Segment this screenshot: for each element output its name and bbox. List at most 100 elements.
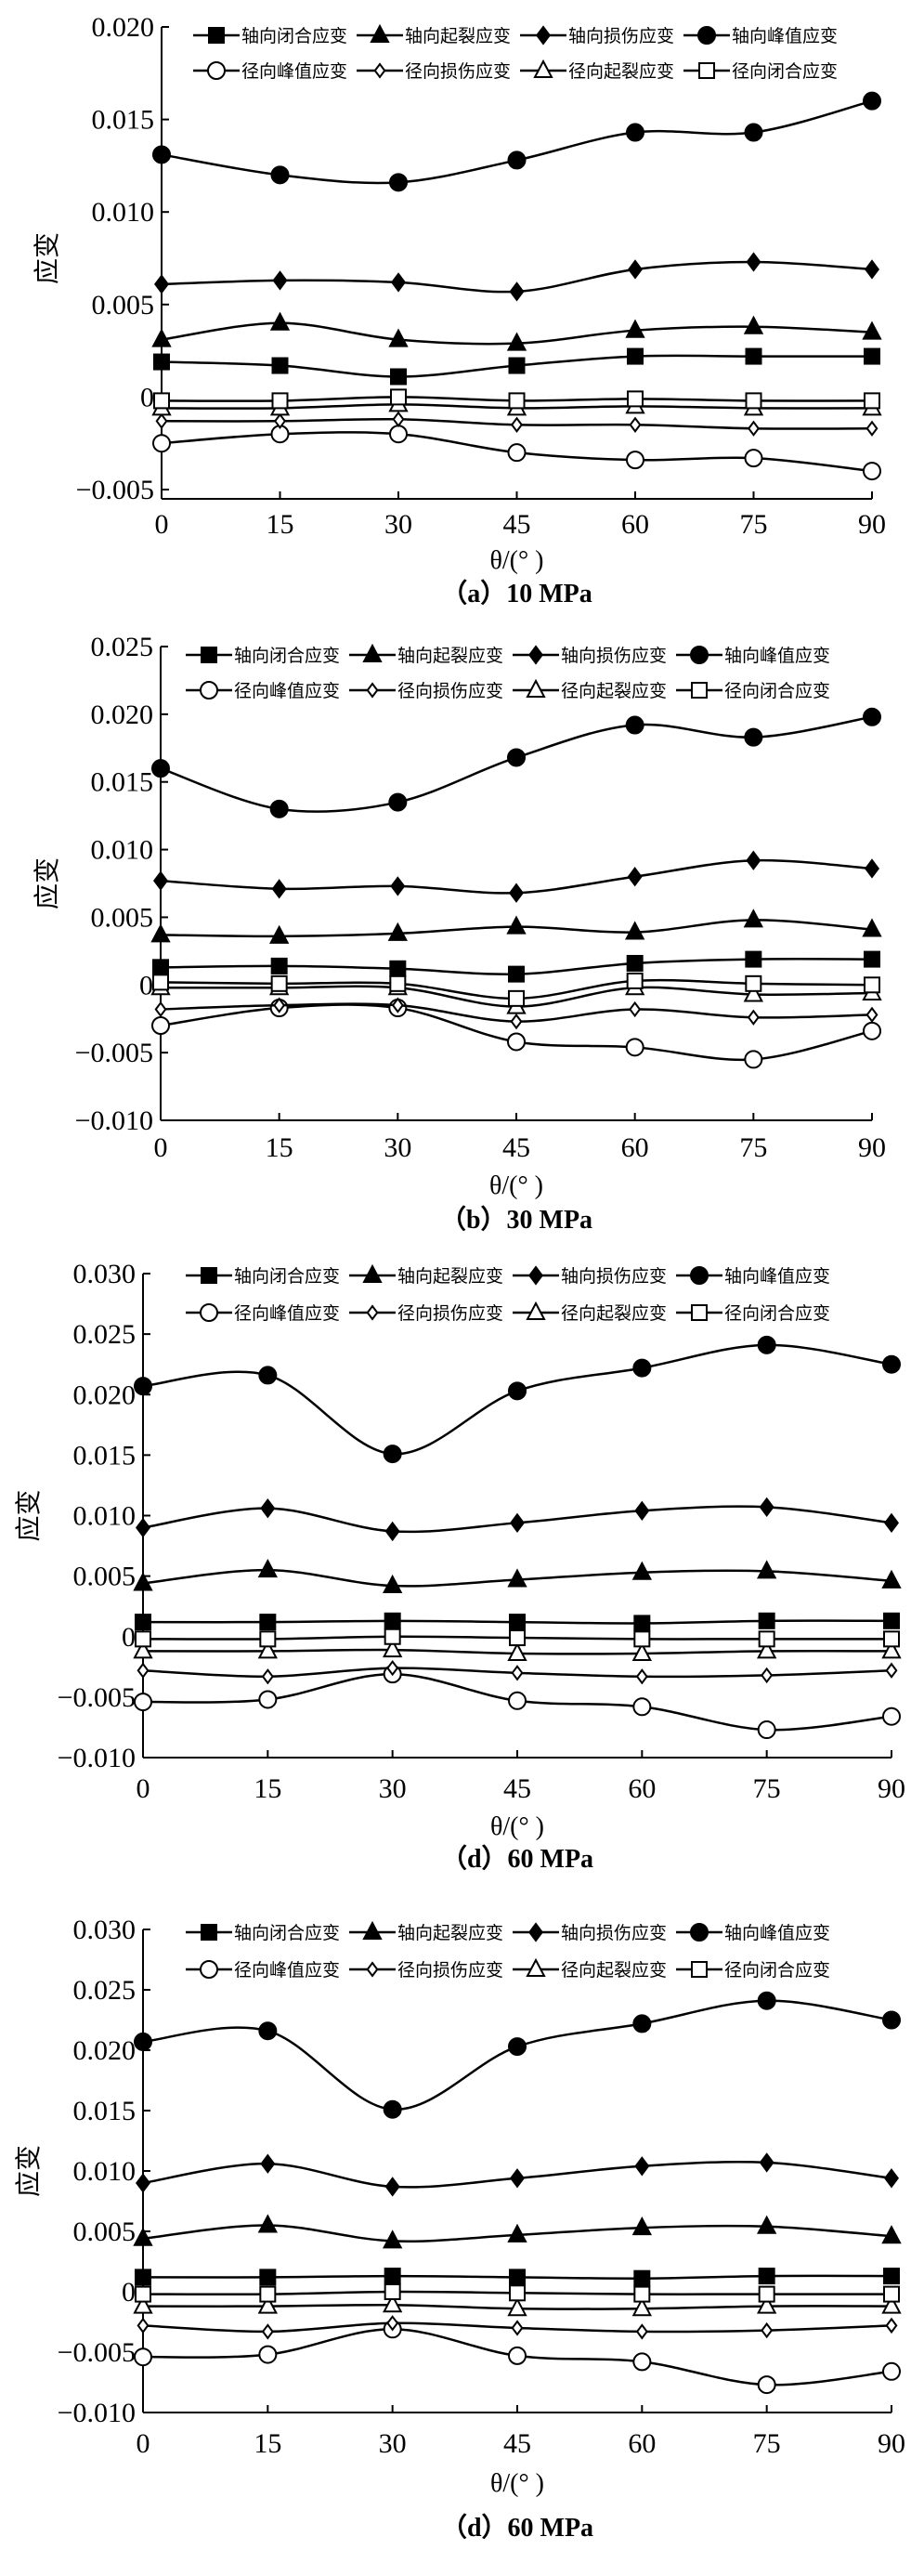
legend-marker: [362, 643, 383, 662]
data-point: [631, 1561, 652, 1580]
legend-label: 径向闭合应变: [724, 681, 830, 701]
data-point: [135, 2269, 151, 2286]
data-point: [270, 974, 288, 992]
legend-item: 径向峰值应变: [186, 1303, 340, 1324]
series-6: [154, 997, 878, 1030]
legend-marker: [366, 682, 379, 699]
legend-marker: [373, 62, 386, 79]
legend-label: 径向起裂应变: [561, 681, 667, 701]
data-point: [759, 2152, 774, 2173]
data-point: [757, 1720, 776, 1740]
x-tick-label: 30: [379, 1773, 407, 1804]
legend-label: 径向损伤应变: [397, 681, 503, 701]
data-point: [864, 347, 880, 365]
data-point: [626, 123, 644, 142]
legend-label: 轴向峰值应变: [724, 1923, 830, 1943]
series-4: [134, 1335, 901, 1464]
x-tick-label: 60: [628, 1773, 656, 1804]
data-point: [389, 960, 407, 977]
legend-label: 径向闭合应变: [732, 61, 838, 82]
y-tick-label: 0.005: [91, 902, 154, 933]
series-1: [153, 347, 880, 386]
series-8: [152, 972, 880, 1007]
legend-label: 轴向起裂应变: [397, 646, 503, 666]
data-point: [885, 1662, 898, 1679]
legend-item: 径向损伤应变: [349, 1303, 503, 1324]
y-axis-label: 应变: [32, 857, 62, 909]
series-2: [133, 1558, 902, 1594]
data-point: [634, 2156, 650, 2177]
y-tick-label: −0.005: [58, 2337, 136, 2368]
x-tick-label: 15: [254, 2428, 281, 2459]
data-point: [258, 1366, 278, 1385]
data-point: [135, 1614, 151, 1631]
data-point: [864, 392, 880, 410]
series-6: [155, 411, 878, 437]
legend-marker: [526, 678, 546, 698]
legend-item: 轴向闭合应变: [186, 646, 340, 666]
data-point: [883, 1612, 900, 1629]
data-point: [153, 353, 170, 371]
legend-label: 径向损伤应变: [397, 1960, 503, 1981]
data-point: [881, 2225, 902, 2244]
data-point: [384, 1628, 401, 1645]
data-point: [632, 1697, 652, 1717]
legend-label: 轴向峰值应变: [724, 1266, 830, 1287]
data-point: [757, 2375, 776, 2395]
legend-marker: [528, 1922, 543, 1942]
series-4: [152, 91, 881, 192]
data-point: [507, 2223, 527, 2243]
data-point: [625, 921, 645, 940]
data-point: [386, 1659, 399, 1677]
data-point: [509, 883, 524, 903]
data-point: [881, 1569, 902, 1589]
legend-item: 径向峰值应变: [193, 61, 347, 82]
legend-label: 轴向损伤应变: [561, 1266, 667, 1287]
y-tick-label: 0.015: [73, 1440, 137, 1471]
data-point: [383, 1638, 403, 1658]
data-point: [748, 420, 760, 437]
legend-marker: [697, 26, 716, 45]
data-point: [511, 416, 523, 433]
x-tick-label: 0: [137, 2428, 150, 2459]
series-4: [134, 1991, 901, 2119]
data-point: [631, 2216, 652, 2236]
legend-marker: [691, 1304, 708, 1321]
data-point: [863, 462, 881, 481]
data-point: [259, 1630, 277, 1648]
data-point: [747, 1009, 760, 1026]
data-point: [260, 1498, 276, 1519]
y-tick-label: −0.005: [58, 1682, 136, 1713]
x-tick-label: 30: [384, 1132, 411, 1163]
data-point: [629, 1000, 642, 1018]
data-point: [388, 792, 408, 812]
data-point: [389, 173, 408, 192]
data-point: [137, 2317, 150, 2334]
data-point: [633, 2285, 651, 2303]
data-point: [745, 950, 762, 968]
legend-label: 径向起裂应变: [561, 1960, 667, 1981]
data-point: [883, 2268, 900, 2285]
x-tick-label: 90: [878, 2428, 905, 2459]
x-tick-label: 60: [621, 509, 649, 540]
data-point: [746, 850, 761, 870]
series-8: [135, 2283, 900, 2303]
data-point: [260, 2153, 276, 2174]
data-point: [882, 1706, 901, 1726]
data-point: [757, 2295, 777, 2314]
data-point: [261, 1668, 274, 1685]
legend-item: 轴向损伤应变: [520, 25, 674, 46]
x-tick-label: 15: [267, 509, 294, 540]
data-point: [758, 1612, 775, 1629]
data-point: [153, 870, 168, 891]
legend-item: 径向损伤应变: [349, 1960, 503, 1981]
data-point: [135, 1630, 151, 1648]
legend-item: 轴向损伤应变: [513, 1922, 667, 1943]
legend-marker: [370, 23, 390, 43]
legend-item: 轴向峰值应变: [676, 1923, 830, 1943]
data-point: [152, 974, 169, 991]
data-point: [133, 1572, 153, 1591]
data-point: [882, 1354, 901, 1374]
data-point: [273, 997, 286, 1013]
